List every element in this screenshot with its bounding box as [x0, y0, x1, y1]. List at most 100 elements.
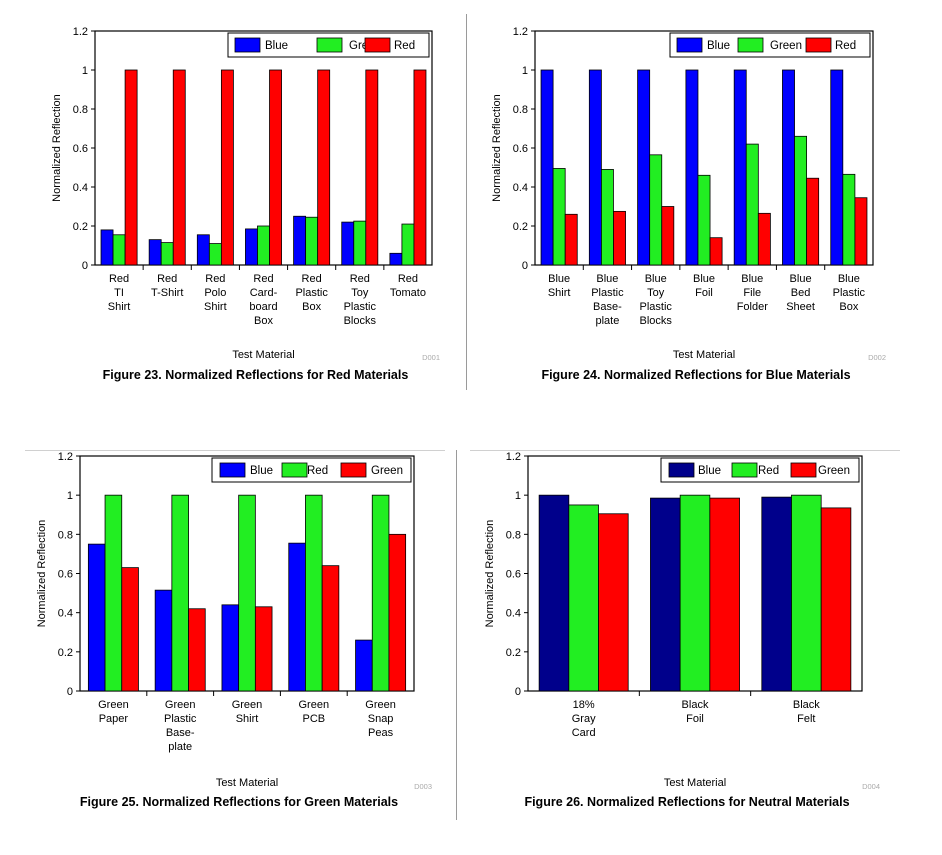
bar-blue [538, 494, 570, 692]
y-tick-label: 1 [515, 490, 521, 502]
y-tick-label: 0.6 [506, 569, 521, 581]
legend-swatch [219, 462, 246, 478]
x-tick-label: Blue Plastic Box [833, 273, 866, 313]
y-tick-label: 0 [515, 686, 521, 698]
x-tick-label: Green Paper [98, 699, 129, 725]
x-tick-label-line: Tomato [390, 287, 426, 299]
bar-red [679, 494, 711, 692]
x-tick-label-line: Box [302, 301, 321, 313]
x-tick-label-line: Base- [166, 727, 195, 739]
x-tick-label: Green PCB [299, 699, 330, 725]
bar-red [854, 197, 868, 266]
x-tick-label-line: Plastic [640, 301, 673, 313]
bar-green [388, 533, 407, 692]
x-tick-label-line: Blue [838, 273, 860, 285]
bar-red [568, 504, 599, 692]
x-tick-label-line: Box [254, 315, 273, 327]
x-tick-label: Blue Plastic Base-plate [591, 273, 624, 327]
bar-blue [100, 229, 114, 266]
x-tick-label-line: Green [365, 699, 396, 711]
bar-red [171, 494, 189, 692]
legend-label: Blue [698, 465, 721, 477]
x-tick-label-line: Red [109, 273, 129, 285]
y-tick-label: 1.2 [73, 26, 88, 38]
y-tick-label: 0.8 [73, 104, 88, 116]
bar-blue [87, 543, 106, 692]
y-tick-label: 1.2 [506, 451, 521, 463]
x-tick-label-line: Red [205, 273, 225, 285]
bar-red [791, 494, 822, 692]
x-tick-label-line: plate [168, 741, 192, 753]
x-tick-label-line: Blue [596, 273, 618, 285]
bar-green [552, 168, 566, 266]
x-tick-label-line: Felt [797, 713, 815, 725]
panel-edge-left [25, 450, 445, 451]
bar-blue [540, 69, 554, 266]
bar-blue [154, 589, 173, 692]
x-tick-label-line: T-Shirt [151, 287, 183, 299]
x-tick-label: Red Polo Shirt [204, 273, 227, 313]
bar-green [598, 513, 629, 692]
bar-blue [650, 497, 681, 692]
bar-blue [293, 215, 307, 266]
x-axis-label: Test Material [673, 349, 735, 361]
x-tick-label-line: Gray [572, 713, 596, 725]
legend-swatch [281, 462, 308, 478]
x-tick-label-line: Card [572, 727, 596, 739]
bar-green [697, 174, 711, 266]
y-tick-label: 1.2 [513, 26, 528, 38]
bar-red [371, 494, 390, 692]
x-tick-label: Blue Bed Sheet [786, 273, 815, 313]
legend-swatch [737, 37, 764, 53]
legend-swatch [790, 462, 817, 478]
x-tick-label-line: Green [232, 699, 263, 711]
bar-green [353, 220, 367, 266]
x-axis-label: Test Material [232, 349, 294, 361]
legend-label: Green [818, 465, 850, 477]
chart-svg-figure-25: 0 0.2 0.4 0.6 0.8 1 1.2 Green Paper Green Plastic B… [36, 451, 432, 809]
legend-label: Green [371, 465, 403, 477]
figure-code: D001 [422, 353, 440, 362]
bar-red [709, 237, 723, 266]
x-tick-label-line: Green [299, 699, 330, 711]
bar-blue [685, 69, 699, 266]
bar-red [365, 69, 379, 266]
legend-label: Red [758, 465, 779, 477]
bar-red [305, 494, 323, 692]
x-axis-label: Test Material [664, 777, 726, 789]
bar-green [794, 135, 808, 266]
x-tick-label: Red Plastic Box [295, 273, 328, 313]
y-axis-label: Normalized Reflection [484, 520, 496, 628]
x-tick-label-line: Plastic [344, 301, 377, 313]
x-tick-label-line: Red [350, 273, 370, 285]
x-tick-label-line: Blue [790, 273, 812, 285]
x-tick-label-line: Plastic [591, 287, 624, 299]
x-tick-label: Black Felt [793, 699, 820, 725]
bar-green [121, 567, 139, 692]
figure-code: D003 [414, 782, 432, 791]
bar-blue [196, 234, 210, 266]
y-tick-label: 0.8 [506, 529, 521, 541]
x-tick-label-line: Base- [593, 301, 622, 313]
x-tick-label-line: Red [398, 273, 418, 285]
x-tick-label-line: Card- [250, 287, 278, 299]
bar-blue [221, 604, 240, 692]
y-tick-label: 0 [82, 260, 88, 272]
x-tick-label-line: board [249, 301, 277, 313]
bar-green [112, 234, 126, 266]
x-tick-label-line: 18% [573, 699, 595, 711]
bar-green [254, 606, 273, 692]
x-tick-label-line: Shirt [204, 301, 227, 313]
bar-blue [389, 252, 403, 266]
bar-green [649, 154, 663, 266]
x-tick-label: Blue Toy Plastic Blocks [640, 273, 673, 327]
panel-divider-top [466, 14, 467, 390]
x-tick-label-line: Foil [686, 713, 704, 725]
y-tick-label: 1.2 [58, 451, 73, 463]
legend-swatch [668, 462, 695, 478]
x-tick-label-line: Blue [645, 273, 667, 285]
x-tick-label-line: Foil [695, 287, 713, 299]
